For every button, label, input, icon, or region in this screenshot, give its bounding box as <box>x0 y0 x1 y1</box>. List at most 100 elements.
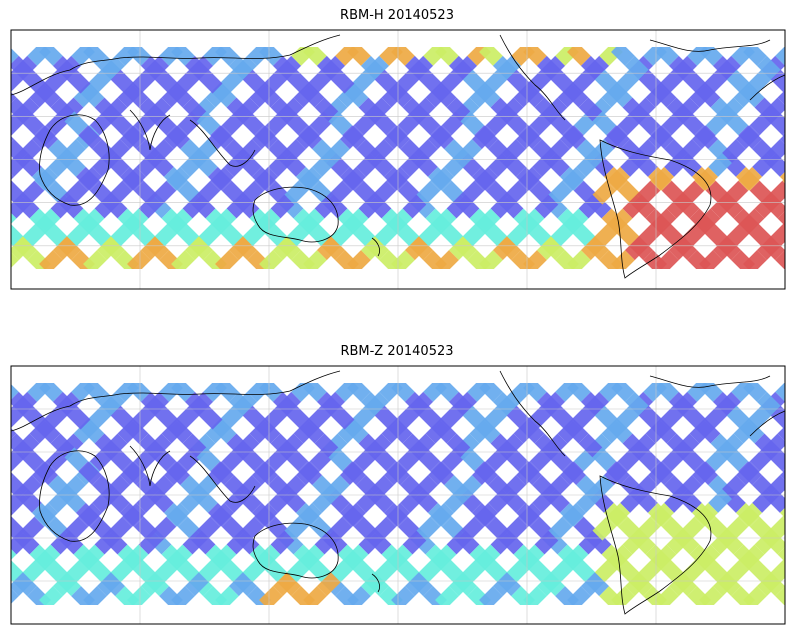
swath-segment <box>360 55 385 80</box>
swath-segment <box>650 166 675 191</box>
swath-segment <box>624 572 649 597</box>
swath-segment <box>659 405 684 430</box>
swath-segment <box>404 236 429 261</box>
swath-segment <box>166 502 191 527</box>
swath-segment <box>479 47 503 66</box>
swath-segment <box>571 69 596 94</box>
swath-segment <box>678 139 702 163</box>
swath-segment <box>22 222 47 247</box>
swath-segment <box>344 419 369 444</box>
swath-segment <box>548 447 573 472</box>
swath-segment <box>523 586 547 605</box>
swath-segment <box>479 586 503 605</box>
swath-segment <box>738 502 763 527</box>
swath-segment <box>80 208 105 233</box>
swath-segment <box>490 194 515 219</box>
swath-segment <box>694 125 719 150</box>
swath-segment <box>738 166 763 191</box>
swath-segment <box>571 558 596 583</box>
swath-segment <box>198 405 223 430</box>
swath-segment <box>307 558 332 583</box>
swath-segment <box>347 250 371 269</box>
swath-segment <box>284 180 309 205</box>
swath-segment <box>615 558 640 583</box>
swath-segment <box>474 461 499 486</box>
swath-segment <box>210 125 235 150</box>
swath-segment <box>724 180 749 205</box>
swath-segment <box>22 69 47 94</box>
swath-segment <box>634 139 658 163</box>
swath-segment <box>536 391 561 416</box>
swath-segment <box>122 502 147 527</box>
swath-segment <box>328 516 353 541</box>
swath-segment <box>608 83 633 108</box>
swath-segment <box>652 83 677 108</box>
swath-segment <box>518 125 543 150</box>
swath-segment <box>263 405 288 430</box>
swath-segment <box>11 97 31 122</box>
swath-segment <box>756 572 781 597</box>
swath-segment <box>506 558 531 583</box>
swath-segment <box>590 139 614 163</box>
swath-segment <box>284 447 309 472</box>
swath-segment <box>703 558 728 583</box>
swath-segment <box>483 69 508 94</box>
swath-segment <box>11 391 33 416</box>
swath-segment <box>370 139 394 163</box>
swath-segment <box>238 475 262 499</box>
swath-segment <box>562 166 587 191</box>
swath-segment <box>502 139 526 163</box>
swath-segment <box>506 405 531 430</box>
swath-segment <box>444 489 468 513</box>
swath-segment <box>263 69 288 94</box>
swath-segment <box>347 47 371 66</box>
swath-segment <box>435 383 459 402</box>
swath-segment <box>127 47 151 66</box>
swath-segment <box>712 572 737 597</box>
swath-segment <box>388 419 413 444</box>
swath-segment <box>430 502 455 527</box>
swath-segment <box>448 236 473 261</box>
swath-segment <box>219 405 244 430</box>
swath-segment <box>752 489 776 513</box>
swath-segment <box>78 502 103 527</box>
swath-segment <box>534 194 559 219</box>
swath-segment <box>78 125 103 150</box>
swath-segment <box>11 173 15 180</box>
swath-segment <box>782 178 785 184</box>
gridlines-bottom <box>11 366 785 624</box>
swath-segment <box>590 475 614 499</box>
swath-segment <box>259 586 283 605</box>
swath-segment <box>567 383 591 402</box>
swath-segment <box>0 47 2 61</box>
swath-segment <box>212 83 237 108</box>
swath-segment <box>36 83 61 108</box>
swath-segment <box>664 489 688 513</box>
swath-segment <box>636 180 661 205</box>
swath-segment <box>240 516 265 541</box>
swath-segment <box>782 514 785 520</box>
swath-segment <box>752 153 776 177</box>
swath-segment <box>710 97 735 122</box>
swath-segment <box>490 97 515 122</box>
swath-segment <box>196 447 221 472</box>
swath-segment <box>699 250 723 269</box>
swath-segment <box>166 125 191 150</box>
swath-segment <box>152 180 177 205</box>
swath-segment <box>11 572 33 597</box>
swath-segment <box>699 383 723 402</box>
swath-segment <box>254 502 279 527</box>
swath-segment <box>196 111 221 136</box>
swath-segment <box>198 222 223 247</box>
swath-segment <box>708 153 732 177</box>
swath-segment <box>546 475 570 499</box>
swath-segment <box>682 405 707 430</box>
swath-segment <box>448 572 473 597</box>
swath-segment <box>724 516 749 541</box>
swath-segment <box>666 97 691 122</box>
swath-segment <box>198 558 223 583</box>
swath-segment <box>784 429 785 430</box>
swath-segment <box>536 236 561 261</box>
swath-segment <box>124 83 149 108</box>
swath-segment <box>272 236 297 261</box>
